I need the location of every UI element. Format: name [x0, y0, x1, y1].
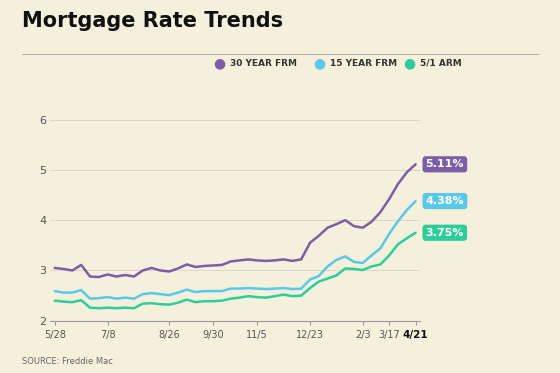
- Text: Mortgage Rate Trends: Mortgage Rate Trends: [22, 11, 283, 31]
- Text: 15 YEAR FRM: 15 YEAR FRM: [330, 59, 398, 68]
- Text: 5.11%: 5.11%: [426, 159, 464, 169]
- Text: ●: ●: [213, 56, 225, 70]
- Text: SOURCE: Freddie Mac: SOURCE: Freddie Mac: [22, 357, 113, 366]
- Text: 5/1 ARM: 5/1 ARM: [420, 59, 462, 68]
- Text: ●: ●: [314, 56, 326, 70]
- Text: ●: ●: [403, 56, 416, 70]
- Text: 4.38%: 4.38%: [426, 196, 464, 206]
- Text: 30 YEAR FRM: 30 YEAR FRM: [230, 59, 297, 68]
- Text: 3.75%: 3.75%: [426, 228, 464, 238]
